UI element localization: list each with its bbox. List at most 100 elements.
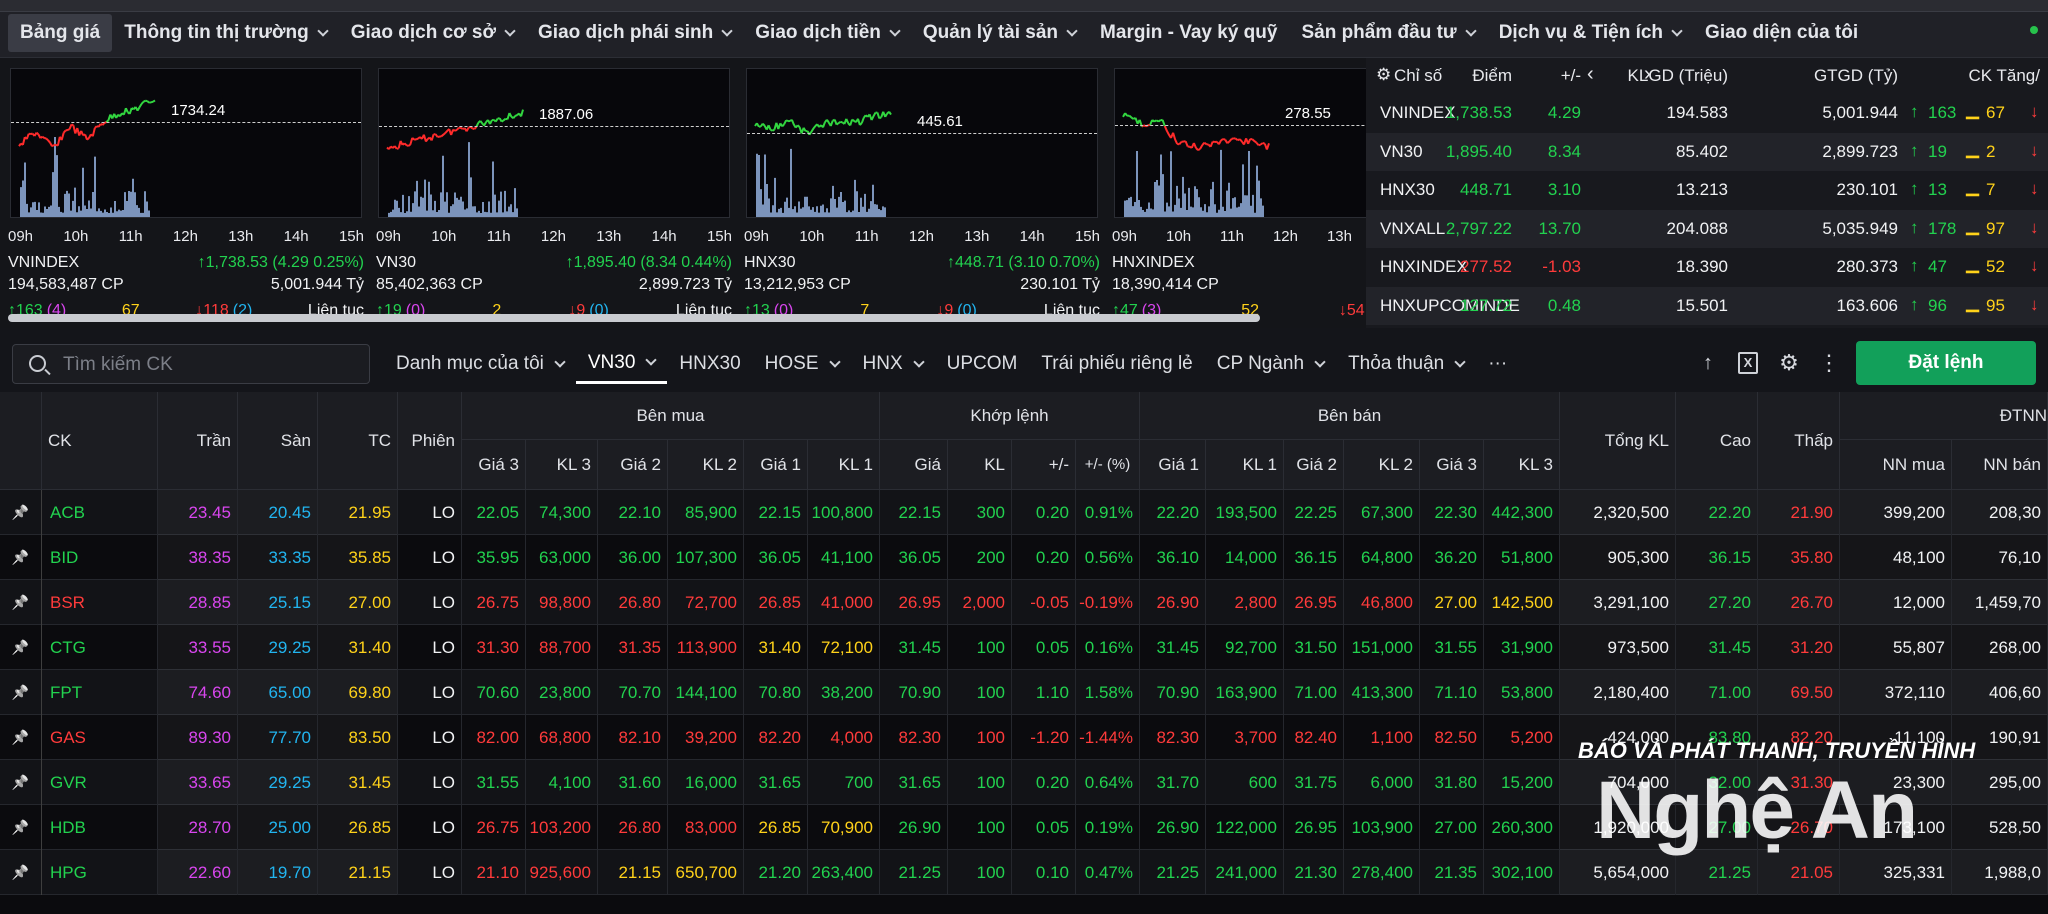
cell-ck[interactable]: CTG — [42, 625, 158, 670]
table-row[interactable]: 📌 BID 38.35 33.35 35.85 LO 35.95 63,000 36.00 107… — [0, 535, 2048, 580]
chart-card-hnxindex[interactable]: 278.55 09h 10h 11h 12h 13h HNXINDEX↓277.52 (- 1… — [1110, 62, 1366, 324]
cell-high: 71.00 — [1676, 670, 1758, 715]
cell-sk2: 103,900 — [1344, 805, 1420, 850]
tab-1[interactable]: VN30 — [575, 344, 668, 384]
cell-floor: 25.00 — [238, 805, 318, 850]
index-name[interactable]: HNXINDEX — [1112, 254, 1195, 271]
search-box[interactable]: Tìm kiếm CK — [12, 344, 370, 384]
time-tick: 09h — [744, 228, 770, 245]
index-change-value: 1,738.53 (4.29 0.25%) — [205, 254, 364, 271]
chart-card-vn30[interactable]: 1887.06 09h 10h 11h 12h 13h 14h 15h VN30 ↑1,895.4… — [374, 62, 734, 324]
chart-plot[interactable]: 1887.06 — [378, 68, 730, 218]
index-name[interactable]: HNX30 — [744, 254, 796, 271]
summary-row[interactable]: VNINDEX 1,738.53 4.29 194.583 5,001.944 ↑ 163 ▁… — [1366, 94, 2048, 132]
cell-s1: 21.25 — [1140, 850, 1206, 895]
nav-item-6[interactable]: Margin - Vay ký quỹ — [1088, 14, 1289, 52]
chevron-left-icon[interactable]: ‹ — [1587, 63, 1594, 85]
summary-vol: 85.402 — [1676, 141, 1728, 161]
cell-ceil: 38.35 — [158, 535, 238, 580]
index-name[interactable]: VNINDEX — [8, 254, 80, 271]
pin-up-icon[interactable]: ↑ — [1703, 352, 1713, 374]
table-row[interactable]: 📌 ACB 23.45 20.45 21.95 LO 22.05 74,300 22.10 85,… — [0, 490, 2048, 535]
summary-row[interactable]: VNXALL 2,797.22 13.70 204.088 5,035.949 ↑ 178 ▁… — [1366, 209, 2048, 248]
tab-5[interactable]: UPCOM — [935, 344, 1030, 384]
cell-ck[interactable]: GAS — [42, 715, 158, 760]
cell-ck[interactable]: BID — [42, 535, 158, 580]
cell-ref: 31.45 — [318, 760, 398, 805]
tab-0[interactable]: Danh mục của tôi — [384, 344, 576, 384]
tab-8[interactable]: Thỏa thuận — [1336, 344, 1476, 384]
cell-s1: 70.90 — [1140, 670, 1206, 715]
table-row[interactable]: 📌 FPT 74.60 65.00 69.80 LO 70.60 23,800 70.70 144… — [0, 670, 2048, 715]
tab-9[interactable]: ··· — [1476, 344, 1519, 384]
chart-card-vnindex[interactable]: 1734.24 09h 10h 11h 12h 13h 14h 15h VNINDEX ↑1,73… — [6, 62, 366, 324]
pin-icon[interactable]: 📌 — [0, 535, 42, 580]
tab-2[interactable]: HNX30 — [667, 344, 752, 384]
chevron-right-icon[interactable]: › — [1644, 63, 1651, 85]
pin-icon[interactable]: 📌 — [0, 490, 42, 535]
charts-scrollbar[interactable] — [8, 314, 1260, 322]
nav-item-7[interactable]: Sản phẩm đầu tư — [1289, 14, 1486, 52]
pin-icon[interactable]: 📌 — [0, 850, 42, 895]
chart-plot[interactable]: 278.55 — [1114, 68, 1366, 218]
cell-mc: 0.05 — [1012, 625, 1076, 670]
cell-ck[interactable]: BSR — [42, 580, 158, 625]
cell-s1: 22.20 — [1140, 490, 1206, 535]
table-row[interactable]: 📌 BSR 28.85 25.15 27.00 LO 26.75 98,800 26.80 72,… — [0, 580, 2048, 625]
chart-plot[interactable]: 445.61 — [746, 68, 1098, 218]
cell-ck[interactable]: HPG — [42, 850, 158, 895]
cell-ck[interactable]: GVR — [42, 760, 158, 805]
tab-7[interactable]: CP Ngành — [1205, 344, 1336, 384]
nav-item-label: Sản phẩm đầu tư — [1301, 22, 1457, 43]
nav-item-1[interactable]: Thông tin thị trường — [112, 14, 339, 52]
cell-sk2: 67,300 — [1344, 490, 1420, 535]
pin-icon[interactable]: 📌 — [0, 715, 42, 760]
nav-item-2[interactable]: Giao dịch cơ sở — [339, 14, 526, 52]
search-input[interactable]: Tìm kiếm CK — [63, 354, 173, 375]
cell-ck[interactable]: HDB — [42, 805, 158, 850]
index-value: 2,899.723 Tỷ — [638, 276, 732, 293]
chart-card-hnx30[interactable]: 445.61 09h 10h 11h 12h 13h 14h 15h HNX30 ↑448.71 … — [742, 62, 1102, 324]
summary-row[interactable]: HNXUPCOMINDE 127.72 0.48 15.501 163.606 ↑ 96 ▁ 9… — [1366, 286, 2048, 325]
table-row[interactable]: 📌 HPG 22.60 19.70 21.15 LO 21.10 925,600 21.15 65… — [0, 850, 2048, 895]
tab-3[interactable]: HOSE — [753, 344, 851, 384]
cell-mc: 0.20 — [1012, 760, 1076, 805]
pin-icon[interactable]: 📌 — [0, 805, 42, 850]
table-row[interactable]: 📌 HDB 28.70 25.00 26.85 LO 26.75 103,200 26.80 83… — [0, 805, 2048, 850]
col-sk1: KL 1 — [1206, 440, 1284, 490]
cell-low: 35.80 — [1758, 535, 1840, 580]
nav-item-5[interactable]: Quản lý tài sản — [911, 14, 1088, 52]
excel-export-icon[interactable]: X — [1738, 352, 1758, 374]
place-order-button[interactable]: Đặt lệnh — [1856, 341, 2036, 385]
tab-6[interactable]: Trái phiếu riêng lẻ — [1029, 344, 1204, 384]
cell-ck[interactable]: ACB — [42, 490, 158, 535]
cell-bk3: 103,200 — [526, 805, 598, 850]
summary-row[interactable]: HNX30 448.71 3.10 13.213 230.101 ↑ 13 ▁ 7 ↓ — [1366, 171, 2048, 209]
pin-icon[interactable]: 📌 — [0, 625, 42, 670]
cell-mk: 2,000 — [948, 580, 1012, 625]
nav-item-4[interactable]: Giao dịch tiền — [743, 14, 911, 52]
pin-icon[interactable]: 📌 — [0, 760, 42, 805]
price-line-down — [1141, 123, 1270, 152]
pin-icon[interactable]: 📌 — [0, 670, 42, 715]
gear-icon[interactable]: ⚙ — [1779, 350, 1799, 375]
nav-item-9[interactable]: Giao diện của tôi — [1693, 14, 1870, 52]
summary-row[interactable]: VN30 1,895.40 8.34 85.402 2,899.723 ↑ 19 ▁ 2 ↓ — [1366, 132, 2048, 171]
pin-icon[interactable]: 📌 — [0, 580, 42, 625]
tab-4[interactable]: HNX — [851, 344, 935, 384]
arrow-down-icon: ↓ — [2030, 179, 2039, 198]
gear-icon[interactable]: ⚙ — [1376, 65, 1392, 84]
nav-item-3[interactable]: Giao dịch phái sinh — [526, 14, 743, 52]
nav-item-8[interactable]: Dịch vụ & Tiện ích — [1487, 14, 1693, 52]
index-name[interactable]: VN30 — [376, 254, 417, 271]
cell-ck[interactable]: FPT — [42, 670, 158, 715]
cell-mk: 100 — [948, 805, 1012, 850]
flat-bar-icon: ▁ — [1966, 177, 1980, 196]
table-row[interactable]: 📌 CTG 33.55 29.25 31.40 LO 31.30 88,700 31.35 113… — [0, 625, 2048, 670]
table-row[interactable]: 📌 GVR 33.65 29.25 31.45 LO 31.55 4,100 31.60 16,0… — [0, 760, 2048, 805]
more-vertical-icon[interactable]: ⋮ — [1818, 350, 1840, 375]
table-row[interactable]: 📌 GAS 89.30 77.70 83.50 LO 82.00 68,800 82.10 39,… — [0, 715, 2048, 760]
chart-plot[interactable]: 1734.24 — [10, 68, 362, 218]
nav-item-0[interactable]: Bảng giá — [8, 14, 113, 52]
summary-row[interactable]: HNXINDEX 277.52 -1.03 18.390 280.373 ↑ 47 ▁ 52 ↓ — [1366, 248, 2048, 286]
